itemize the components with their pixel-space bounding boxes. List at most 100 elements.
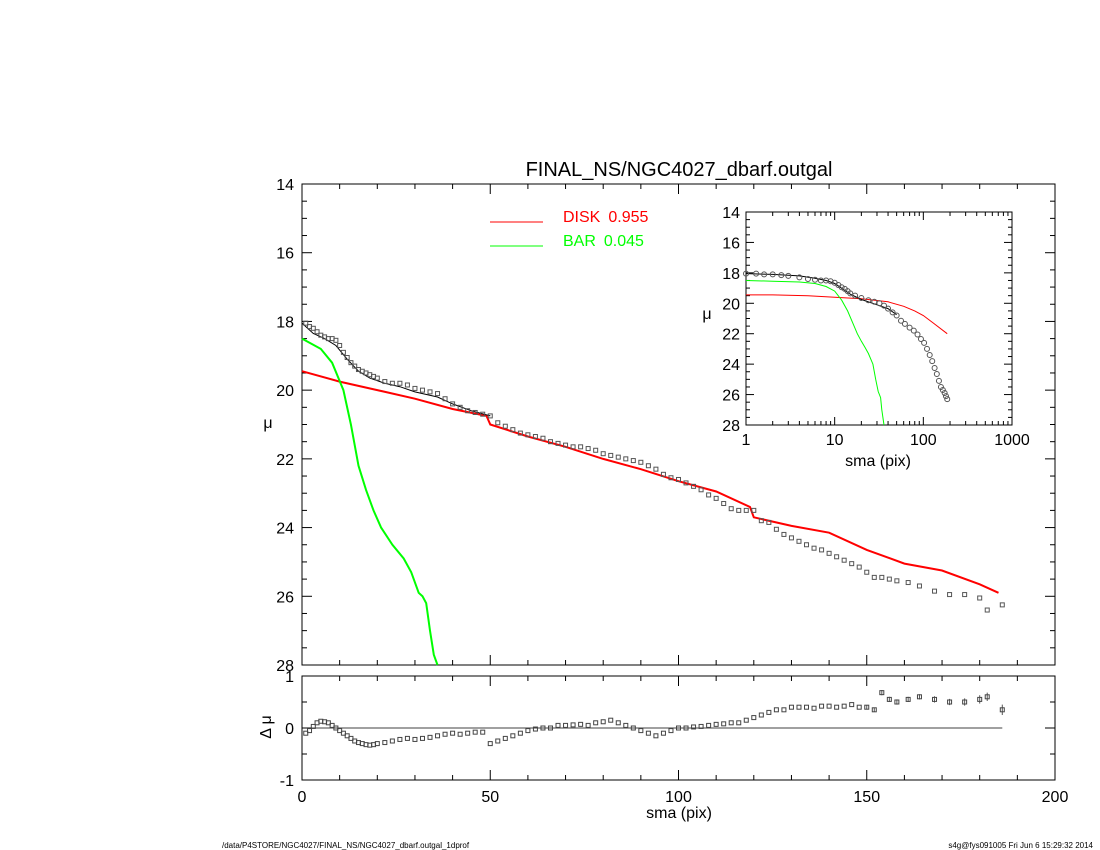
data-point (623, 456, 629, 462)
inset-background (746, 212, 1012, 425)
data-point (570, 444, 576, 450)
data-point (962, 592, 968, 598)
inset-y-tick-label: 14 (722, 205, 740, 222)
residual-point (977, 696, 983, 702)
main-y-tick-label: 18 (276, 314, 294, 331)
inset-y-tick-label: 16 (722, 235, 740, 252)
residual-point (457, 731, 463, 737)
residual-point (796, 704, 802, 710)
inset-data-point (753, 270, 760, 277)
footer-left-path: /data/P4STORE/NGC4027/FINAL_NS/NGC4027_d… (222, 841, 470, 850)
residual-point (886, 696, 892, 702)
data-point (397, 380, 403, 386)
inset-x-tick-label: 10 (826, 432, 844, 449)
data-point (788, 535, 794, 541)
main-y-tick-label: 14 (276, 177, 294, 194)
data-point (382, 379, 388, 385)
data-point (352, 363, 358, 369)
data-point (736, 507, 742, 513)
data-point (457, 404, 463, 410)
residual-point (905, 696, 911, 702)
data-point (495, 420, 501, 426)
residual-point (683, 725, 689, 731)
data-point (472, 409, 478, 415)
inset-data-point (917, 336, 924, 343)
data-point (427, 389, 433, 395)
data-point (630, 458, 636, 464)
data-point (653, 466, 659, 472)
residual-point (721, 721, 727, 727)
data-point (348, 360, 354, 366)
data-point (691, 483, 697, 489)
inset-data-point (889, 309, 896, 316)
data-point (303, 320, 309, 326)
inset-data-point (939, 387, 946, 394)
residual-point (660, 730, 666, 736)
residual-point (480, 729, 486, 735)
residual-point (894, 699, 900, 705)
residual-point (706, 722, 712, 728)
data-point (532, 434, 538, 440)
residual-point (337, 728, 343, 734)
residual-ticks (301, 675, 1056, 781)
residual-y-tick-label: 1 (285, 669, 294, 686)
residual-point (570, 722, 576, 728)
residual-point (804, 704, 810, 710)
data-point (864, 569, 870, 575)
residual-point (984, 694, 990, 700)
data-point (999, 602, 1005, 608)
main-plot-panel: FINAL_NS/NGC4027_dbarf.outgal 14 16 18 20 22… (263, 159, 1056, 675)
residual-point (608, 717, 614, 723)
data-point (435, 391, 441, 397)
inset-y-tick-label: 24 (722, 357, 740, 374)
data-point (698, 487, 704, 493)
inset-data-point (924, 345, 931, 352)
inset-y-tick-label: 26 (722, 388, 740, 405)
inset-data-point (885, 305, 892, 312)
legend-bar-name: BAR (563, 233, 596, 250)
data-point (796, 538, 802, 544)
residual-point (819, 703, 825, 709)
inset-data-point (769, 271, 776, 278)
data-point (525, 432, 531, 438)
residual-point (698, 723, 704, 729)
residual-point (310, 723, 316, 729)
data-point (374, 375, 380, 381)
inset-data-point (944, 396, 951, 403)
data-point (916, 583, 922, 589)
inset-data-point (929, 358, 936, 365)
residual-point (450, 730, 456, 736)
residual-point (555, 722, 561, 728)
inset-data-point (838, 284, 845, 291)
data-point (834, 554, 840, 560)
data-point (600, 451, 606, 457)
data-point (314, 329, 320, 335)
footer-right-stamp: s4g@fys091005 Fri Jun 6 15:29:32 2014 (948, 841, 1093, 850)
residual-point (932, 696, 938, 702)
data-point (871, 574, 877, 580)
inset-x-tick-label: 1000 (994, 432, 1030, 449)
residual-x-tick-label: 200 (1042, 789, 1069, 806)
residual-point (999, 707, 1005, 713)
data-point (856, 564, 862, 570)
inset-x-tick-label: 100 (910, 432, 937, 449)
data-point (517, 430, 523, 436)
inset-y-tick-labels: 14 16 18 20 22 24 26 28 (722, 205, 740, 435)
inset-data-point (858, 294, 865, 301)
data-point (638, 459, 644, 465)
inset-data-point (871, 298, 878, 305)
inset-data-point (761, 271, 768, 278)
data-point (442, 396, 448, 402)
residual-point (540, 725, 546, 731)
main-ticks (301, 183, 1056, 666)
data-point (758, 518, 764, 524)
data-point (593, 447, 599, 453)
data-point (419, 387, 425, 393)
inset-y-tick-label: 20 (722, 296, 740, 313)
data-point (804, 542, 810, 548)
residual-point (348, 735, 354, 741)
residual-point (916, 694, 922, 700)
data-point (713, 495, 719, 501)
data-point (728, 506, 734, 512)
